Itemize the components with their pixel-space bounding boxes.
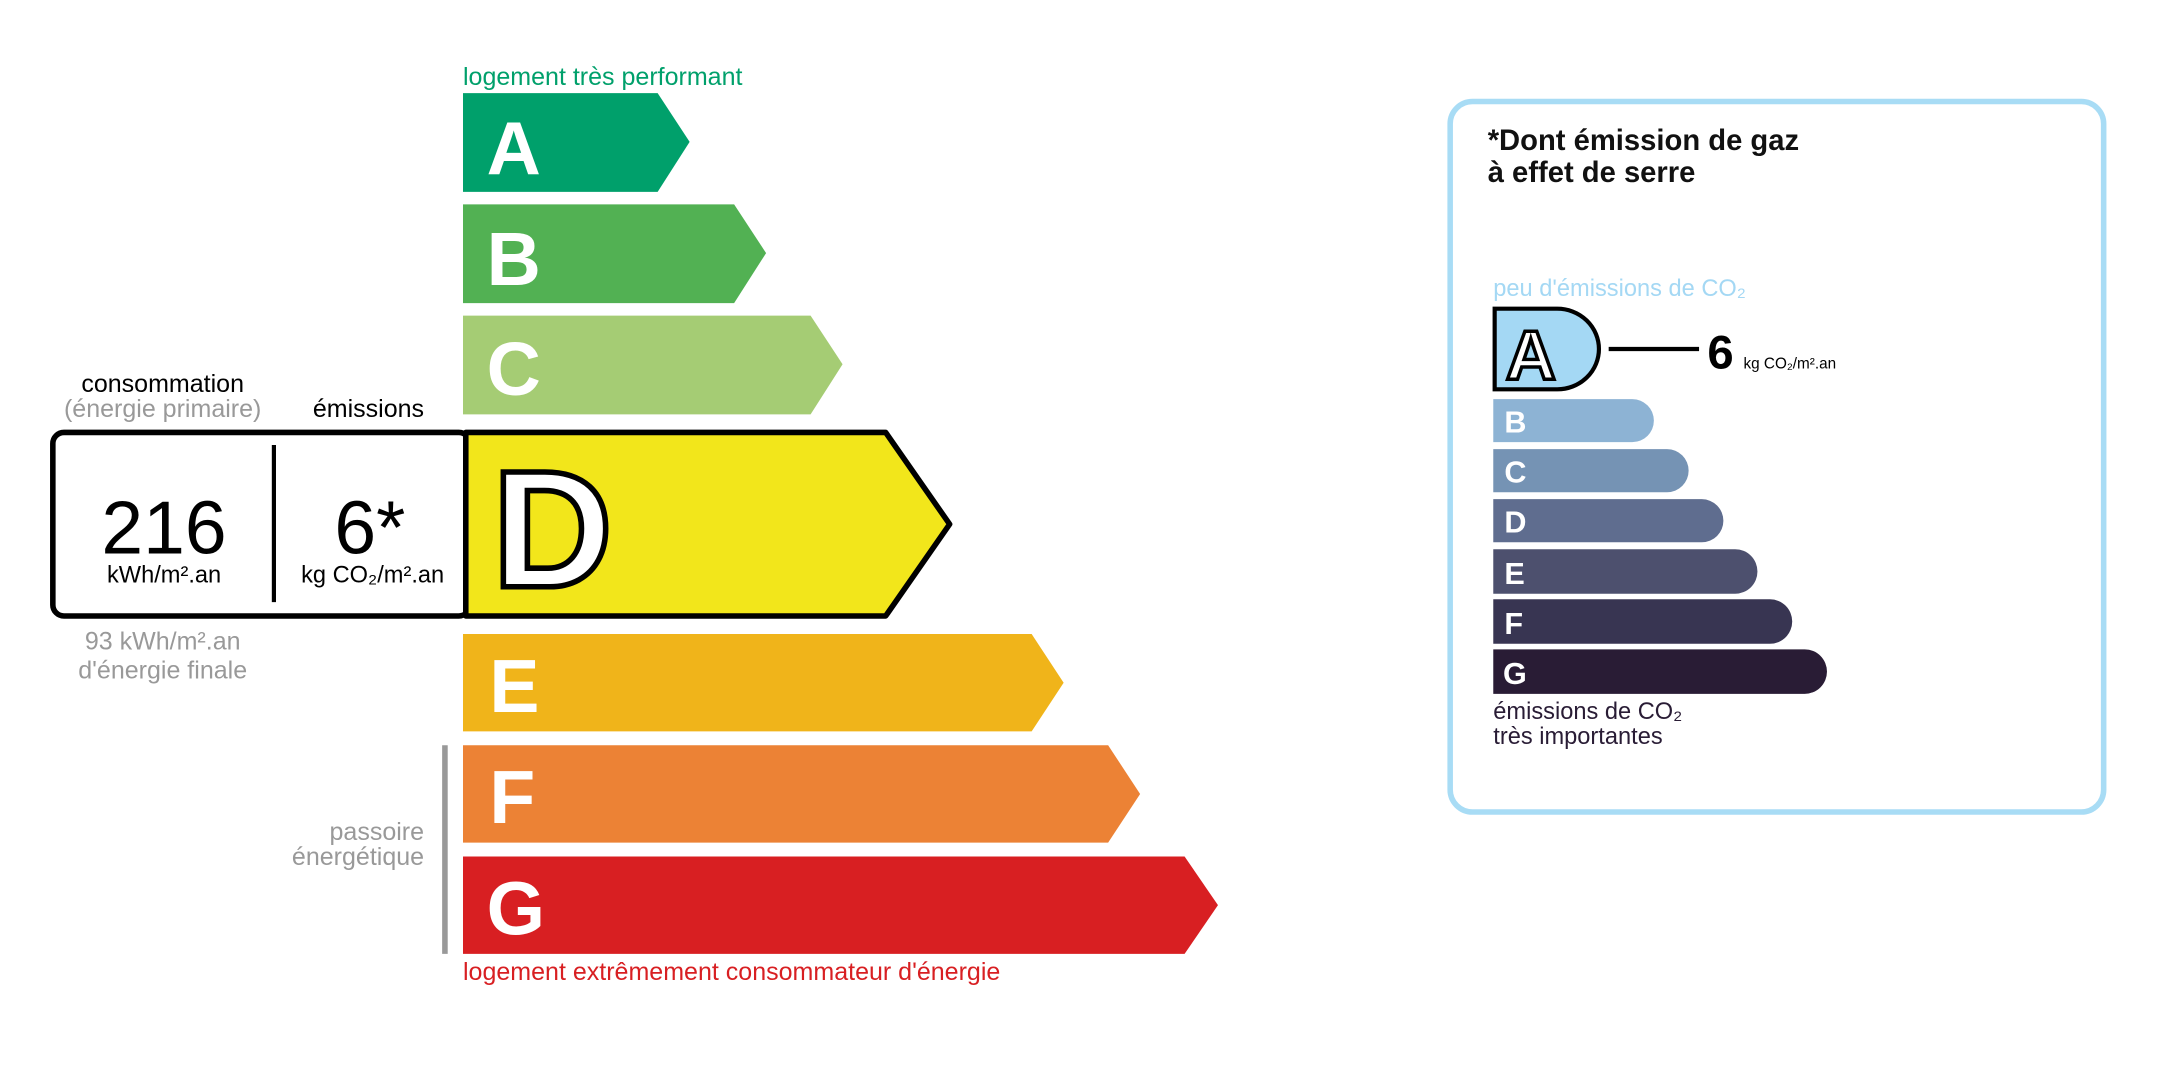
svg-text:G: G	[1503, 657, 1527, 691]
emissions-unit: kg CO₂/m².an	[301, 563, 444, 589]
emissions-value: 6*	[334, 485, 405, 569]
ghg-bar-b: B	[1493, 399, 1654, 443]
ghg-title-1: *Dont émission de gaz	[1488, 125, 1799, 157]
final-energy-value: 93 kWh/m².an	[85, 627, 241, 655]
final-energy-label: d'énergie finale	[78, 657, 247, 685]
top-caption: logement très performant	[463, 63, 743, 91]
consumption-subheader: (énergie primaire)	[64, 395, 261, 423]
svg-text:A: A	[487, 106, 541, 190]
svg-text:D: D	[1504, 506, 1526, 540]
svg-text:F: F	[489, 755, 535, 839]
energy-bar-b: B	[462, 204, 767, 304]
svg-text:B: B	[487, 217, 541, 301]
consumption-unit: kWh/m².an	[107, 563, 221, 589]
ghg-bar-e: E	[1493, 549, 1758, 594]
ghg-current-letter: A	[1506, 317, 1556, 395]
energy-bar-e: E	[462, 634, 1064, 732]
ghg-bar-g: G	[1493, 649, 1827, 694]
ghg-bar-a-current: A	[1492, 306, 1601, 396]
ghg-bar-c: C	[1493, 449, 1689, 493]
ghg-bar-f: F	[1493, 599, 1793, 644]
consumption-header: consommation	[81, 370, 244, 398]
svg-text:C: C	[487, 327, 541, 411]
energy-bar-d-current: D	[462, 429, 953, 626]
ghg-bottom-caption-2: très importantes	[1493, 724, 1662, 750]
ghg-value: 6	[1707, 326, 1733, 379]
ghg-top-caption: peu d'émissions de CO₂	[1493, 276, 1746, 302]
svg-text:F: F	[1504, 607, 1523, 641]
emissions-header: émissions	[313, 395, 424, 423]
ghg-bar-d: D	[1493, 499, 1724, 543]
energy-bar-c: C	[462, 315, 843, 415]
svg-text:B: B	[1504, 405, 1526, 439]
passoire-label-1: passoire	[330, 818, 425, 846]
energy-bar-g: G	[462, 856, 1218, 954]
svg-text:G: G	[487, 866, 545, 950]
svg-text:E: E	[489, 644, 539, 728]
svg-text:E: E	[1504, 557, 1524, 591]
passoire-label-2: énergétique	[292, 843, 424, 871]
consumption-value: 216	[101, 485, 226, 569]
ghg-bottom-caption-1: émissions de CO₂	[1493, 699, 1682, 725]
ghg-title-2: à effet de serre	[1488, 157, 1696, 189]
bottom-caption: logement extrêmement consommateur d'éner…	[463, 958, 1000, 986]
current-class-letter: D	[492, 437, 612, 623]
svg-text:C: C	[1504, 455, 1526, 489]
ghg-unit: kg CO₂/m².an	[1744, 355, 1837, 372]
energy-bar-a: A	[462, 93, 690, 192]
energy-bar-f: F	[462, 745, 1141, 843]
